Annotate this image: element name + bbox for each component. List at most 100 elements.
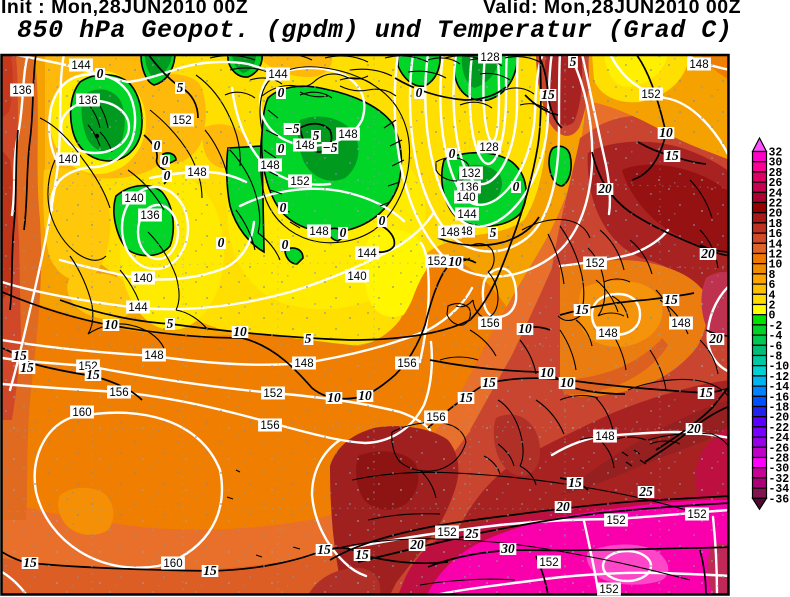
svg-text:152: 152: [687, 509, 706, 521]
svg-text:-22: -22: [769, 422, 790, 435]
svg-text:-30: -30: [769, 463, 790, 476]
svg-text:0: 0: [416, 85, 423, 100]
svg-text:20: 20: [686, 421, 701, 436]
svg-text:10: 10: [659, 125, 673, 140]
svg-text:15: 15: [459, 390, 473, 405]
svg-text:20: 20: [597, 181, 612, 196]
svg-text:152: 152: [263, 388, 282, 400]
svg-text:10: 10: [560, 375, 574, 390]
svg-text:152: 152: [539, 557, 558, 569]
svg-text:0: 0: [154, 138, 161, 153]
svg-text:0: 0: [278, 85, 285, 100]
svg-text:140: 140: [133, 273, 152, 285]
svg-text:0: 0: [162, 153, 169, 168]
svg-text:-12: -12: [769, 371, 790, 384]
svg-text:15: 15: [482, 375, 496, 390]
svg-text:140: 140: [456, 192, 475, 204]
svg-text:148: 148: [187, 167, 206, 179]
svg-text:0: 0: [278, 141, 285, 156]
svg-text:156: 156: [480, 318, 499, 330]
svg-text:140: 140: [124, 193, 143, 205]
svg-text:148: 148: [689, 59, 708, 71]
svg-text:15: 15: [541, 87, 555, 102]
svg-text:152: 152: [427, 256, 446, 268]
svg-text:24: 24: [769, 187, 783, 200]
svg-text:15: 15: [699, 385, 713, 400]
svg-text:-20: -20: [769, 412, 790, 425]
svg-text:152: 152: [606, 515, 625, 527]
svg-text:144: 144: [71, 60, 91, 72]
svg-text:152: 152: [641, 89, 660, 101]
svg-text:-6: -6: [769, 340, 783, 353]
svg-text:156: 156: [260, 420, 279, 432]
svg-text:136: 136: [78, 95, 97, 107]
svg-text:-36: -36: [769, 493, 790, 506]
svg-text:148: 148: [260, 160, 279, 172]
svg-text:15: 15: [23, 555, 37, 570]
svg-text:0: 0: [379, 213, 386, 228]
svg-text:8: 8: [769, 269, 776, 282]
svg-text:30: 30: [500, 541, 515, 556]
svg-text:15: 15: [13, 348, 27, 363]
svg-text:15: 15: [568, 475, 582, 490]
svg-text:148: 148: [671, 318, 690, 330]
svg-text:-24: -24: [769, 432, 790, 445]
svg-text:15: 15: [355, 547, 369, 562]
svg-text:156: 156: [109, 387, 128, 399]
svg-text:144: 144: [128, 302, 148, 314]
svg-text:22: 22: [769, 198, 783, 211]
svg-text:6: 6: [769, 279, 776, 292]
svg-text:25: 25: [464, 526, 479, 541]
svg-text:28: 28: [769, 167, 783, 180]
svg-text:0: 0: [164, 168, 171, 183]
svg-text:25: 25: [638, 484, 653, 499]
svg-text:32: 32: [769, 147, 783, 160]
svg-text:20: 20: [555, 499, 570, 514]
svg-text:20: 20: [769, 208, 783, 221]
svg-text:-10: -10: [769, 361, 790, 374]
svg-text:-16: -16: [769, 391, 790, 404]
svg-text:152: 152: [172, 115, 191, 127]
svg-text:148: 148: [595, 431, 614, 443]
svg-text:136: 136: [12, 85, 31, 97]
svg-text:20: 20: [708, 331, 723, 346]
svg-text:160: 160: [163, 558, 182, 570]
svg-text:-26: -26: [769, 442, 790, 455]
svg-text:26: 26: [769, 177, 783, 190]
svg-text:0: 0: [340, 225, 347, 240]
svg-text:0: 0: [218, 235, 225, 250]
svg-text:−5: −5: [285, 121, 300, 136]
svg-text:-14: -14: [769, 381, 790, 394]
svg-text:152: 152: [585, 258, 604, 270]
svg-text:-34: -34: [769, 483, 790, 496]
svg-text:20: 20: [700, 246, 715, 261]
svg-text:2: 2: [769, 300, 776, 313]
svg-text:10: 10: [769, 259, 783, 272]
svg-text:128: 128: [480, 52, 499, 64]
svg-text:148: 148: [294, 358, 313, 370]
svg-text:15: 15: [664, 292, 678, 307]
svg-text:5: 5: [305, 331, 312, 346]
svg-text:20: 20: [409, 537, 424, 552]
svg-text:0: 0: [280, 200, 287, 215]
svg-text:10: 10: [233, 324, 247, 339]
svg-text:0: 0: [282, 237, 289, 252]
svg-text:15: 15: [575, 302, 589, 317]
svg-text:4: 4: [769, 289, 776, 302]
svg-text:0: 0: [513, 179, 520, 194]
svg-text:10: 10: [518, 321, 532, 336]
svg-text:144: 144: [357, 248, 377, 260]
svg-text:140: 140: [347, 271, 366, 283]
svg-text:15: 15: [86, 367, 100, 382]
svg-text:132: 132: [461, 168, 480, 180]
svg-text:-28: -28: [769, 453, 790, 466]
svg-text:148: 148: [309, 226, 328, 238]
svg-text:0: 0: [97, 66, 104, 81]
svg-text:-8: -8: [769, 351, 783, 364]
svg-text:144: 144: [457, 209, 477, 221]
svg-text:10: 10: [327, 390, 341, 405]
svg-text:0: 0: [449, 146, 456, 161]
svg-text:148: 148: [598, 328, 617, 340]
svg-text:5: 5: [490, 225, 497, 240]
svg-text:10: 10: [448, 254, 462, 269]
